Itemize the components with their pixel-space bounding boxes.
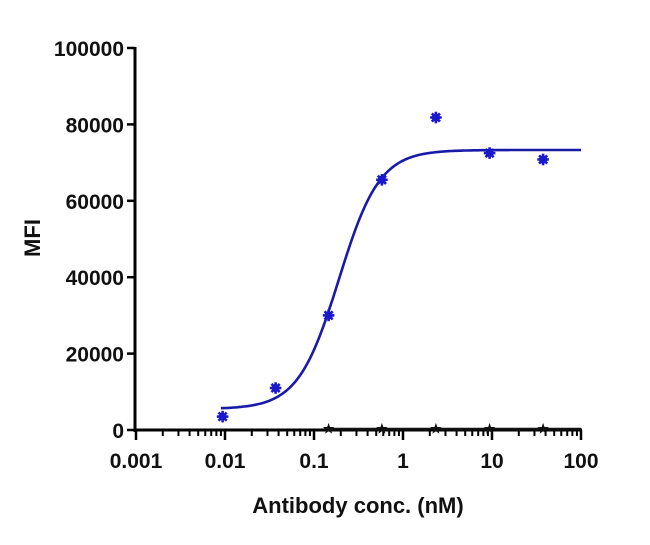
data-point — [269, 382, 282, 394]
data-point — [537, 153, 549, 166]
y-tick-label: 80000 — [66, 114, 124, 137]
data-point — [216, 410, 229, 423]
control-data-point — [376, 422, 388, 434]
data-point — [430, 111, 442, 124]
control-data-point — [537, 422, 549, 434]
y-axis: 0 20000 40000 60000 80000 100000 — [54, 38, 137, 443]
control-data-point — [322, 422, 335, 434]
y-axis-title: MFI — [20, 219, 45, 257]
data-points — [216, 111, 549, 434]
control-data-point — [483, 422, 496, 434]
x-tick-label: 100 — [563, 450, 598, 473]
fit-curves — [220, 148, 581, 431]
x-tick-label: 0.01 — [205, 450, 246, 473]
y-tick-label: 40000 — [66, 267, 124, 290]
data-point — [483, 147, 496, 159]
y-tick-label: 0 — [112, 420, 124, 443]
y-tick-label: 20000 — [66, 344, 124, 367]
x-tick-label: 10 — [480, 450, 503, 473]
x-axis: 0.001 0.01 0.1 1 10 100 — [110, 428, 599, 473]
data-point — [376, 174, 388, 186]
x-tick-label: 0.001 — [110, 450, 163, 473]
y-tick-label: 100000 — [54, 38, 124, 61]
x-tick-label: 0.1 — [299, 450, 329, 473]
fit-curve — [220, 148, 581, 410]
y-tick-label: 60000 — [66, 191, 124, 214]
x-axis-title: Antibody conc. (nM) — [252, 493, 463, 518]
control-data-point — [430, 422, 442, 434]
data-point — [322, 309, 335, 322]
x-tick-label: 1 — [397, 450, 409, 473]
